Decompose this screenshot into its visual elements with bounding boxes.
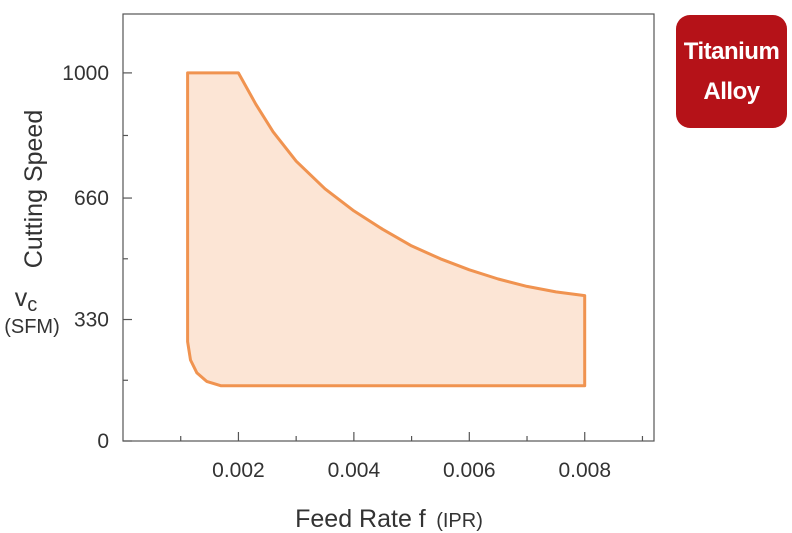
x-tick-label: 0.002 [212,459,265,482]
y-axis-unit: (SFM) [4,316,60,338]
material-badge: Titanium Alloy [676,15,787,128]
x-axis-ticks: 0.002 0.004 0.006 0.008 [180,432,644,482]
x-axis-title: Feed Rate f (IPR) [295,505,483,533]
badge-line-2: Alloy [703,77,760,105]
y-axis-subscript: c [27,294,37,316]
plot-frame [122,13,655,442]
x-tick-label: 0.006 [443,459,496,482]
badge-line-1: Titanium [683,37,780,65]
y-tick-label: 0 [97,430,109,453]
y-tick-label: 330 [74,309,109,332]
y-tick-label: 1000 [62,62,109,85]
x-tick-label: 0.008 [558,459,611,482]
y-axis-ticks: 0 330 660 1000 [62,62,132,453]
y-axis-label: Cutting Speed [20,110,48,268]
x-tick-label: 0.004 [328,459,381,482]
x-axis-label: Feed Rate f [295,505,426,533]
x-axis-unit: (IPR) [436,510,483,532]
y-tick-label: 660 [74,187,109,210]
operating-region [186,71,587,388]
y-axis-symbol: vc [15,284,38,316]
